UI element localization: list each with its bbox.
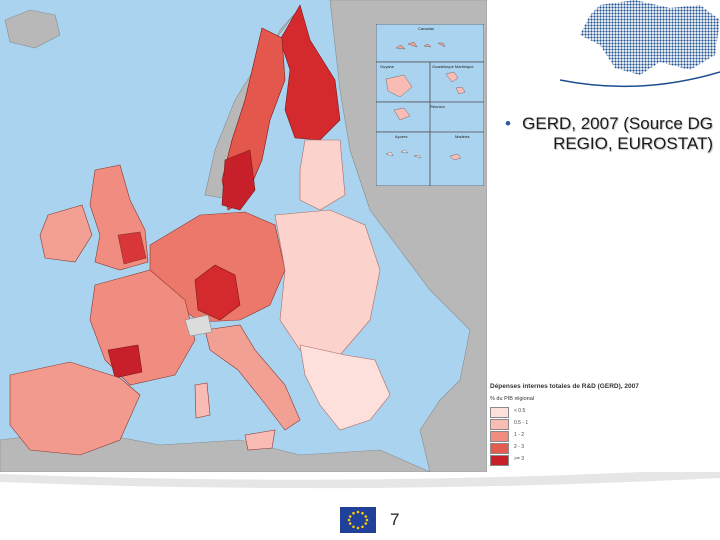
inset-label-guadeloupe: Guadeloupe Martinique	[432, 64, 474, 69]
italy-regions	[204, 324, 301, 431]
sicily	[244, 429, 276, 451]
legend-item: 1 - 2	[487, 431, 577, 442]
gerd-map: Canarias Guyane Guadeloupe Martinique Ré…	[0, 0, 487, 472]
legend-swatch	[490, 419, 509, 430]
france-south-high	[107, 344, 143, 379]
iceland-land	[4, 9, 61, 49]
eu-stars-icon	[347, 510, 369, 530]
inset-label-acores: Açores	[395, 134, 408, 139]
germany-high-gerd	[194, 264, 241, 321]
eastern-europe-regions	[274, 209, 381, 356]
inset-label-canarias: Canarias	[418, 26, 435, 31]
legend-subtitle: % du PIB régional	[490, 396, 535, 402]
legend-title: Dépenses internes totales de R&D (GERD),…	[490, 383, 639, 390]
legend-swatch	[490, 443, 509, 454]
baltic-regions	[299, 139, 346, 211]
switzerland	[184, 314, 213, 337]
legend-label: 0.5 - 1	[514, 420, 529, 426]
ireland-regions	[39, 204, 93, 263]
legend-item: 0.5 - 1	[487, 419, 577, 430]
legend-swatch	[490, 455, 509, 466]
legend-label: < 0.5	[514, 408, 526, 414]
inset-label-madeira: Madeira	[455, 134, 470, 139]
page-number: 7	[390, 510, 400, 529]
finland-regions	[279, 4, 341, 141]
legend-swatch	[490, 407, 509, 418]
legend-label: 1 - 2	[514, 432, 525, 438]
corner-europe-graphic	[560, 0, 720, 92]
sardinia	[194, 382, 211, 419]
balkan-regions	[299, 344, 391, 431]
sweden-south	[221, 149, 256, 211]
legend-item: < 0.5	[487, 407, 577, 418]
map-legend: Dépenses internes totales de R&D (GERD),…	[487, 378, 720, 478]
legend-item: >= 3	[487, 455, 577, 466]
inset-label-guyane: Guyane	[380, 64, 395, 69]
iberia-regions	[9, 361, 141, 456]
eu-flag-logo	[340, 507, 376, 533]
legend-label: 2 - 3	[514, 444, 525, 450]
slide-bullet-text: GERD, 2007 (Source DG REGIO, EUROSTAT)	[522, 114, 713, 153]
uk-south	[117, 231, 147, 265]
overseas-inset-maps	[376, 24, 484, 186]
legend-item: 2 - 3	[487, 443, 577, 454]
inset-label-reunion: Réunion	[430, 104, 445, 109]
legend-label: >= 3	[514, 456, 525, 462]
bullet-marker: •	[505, 114, 511, 133]
legend-swatch	[490, 431, 509, 442]
